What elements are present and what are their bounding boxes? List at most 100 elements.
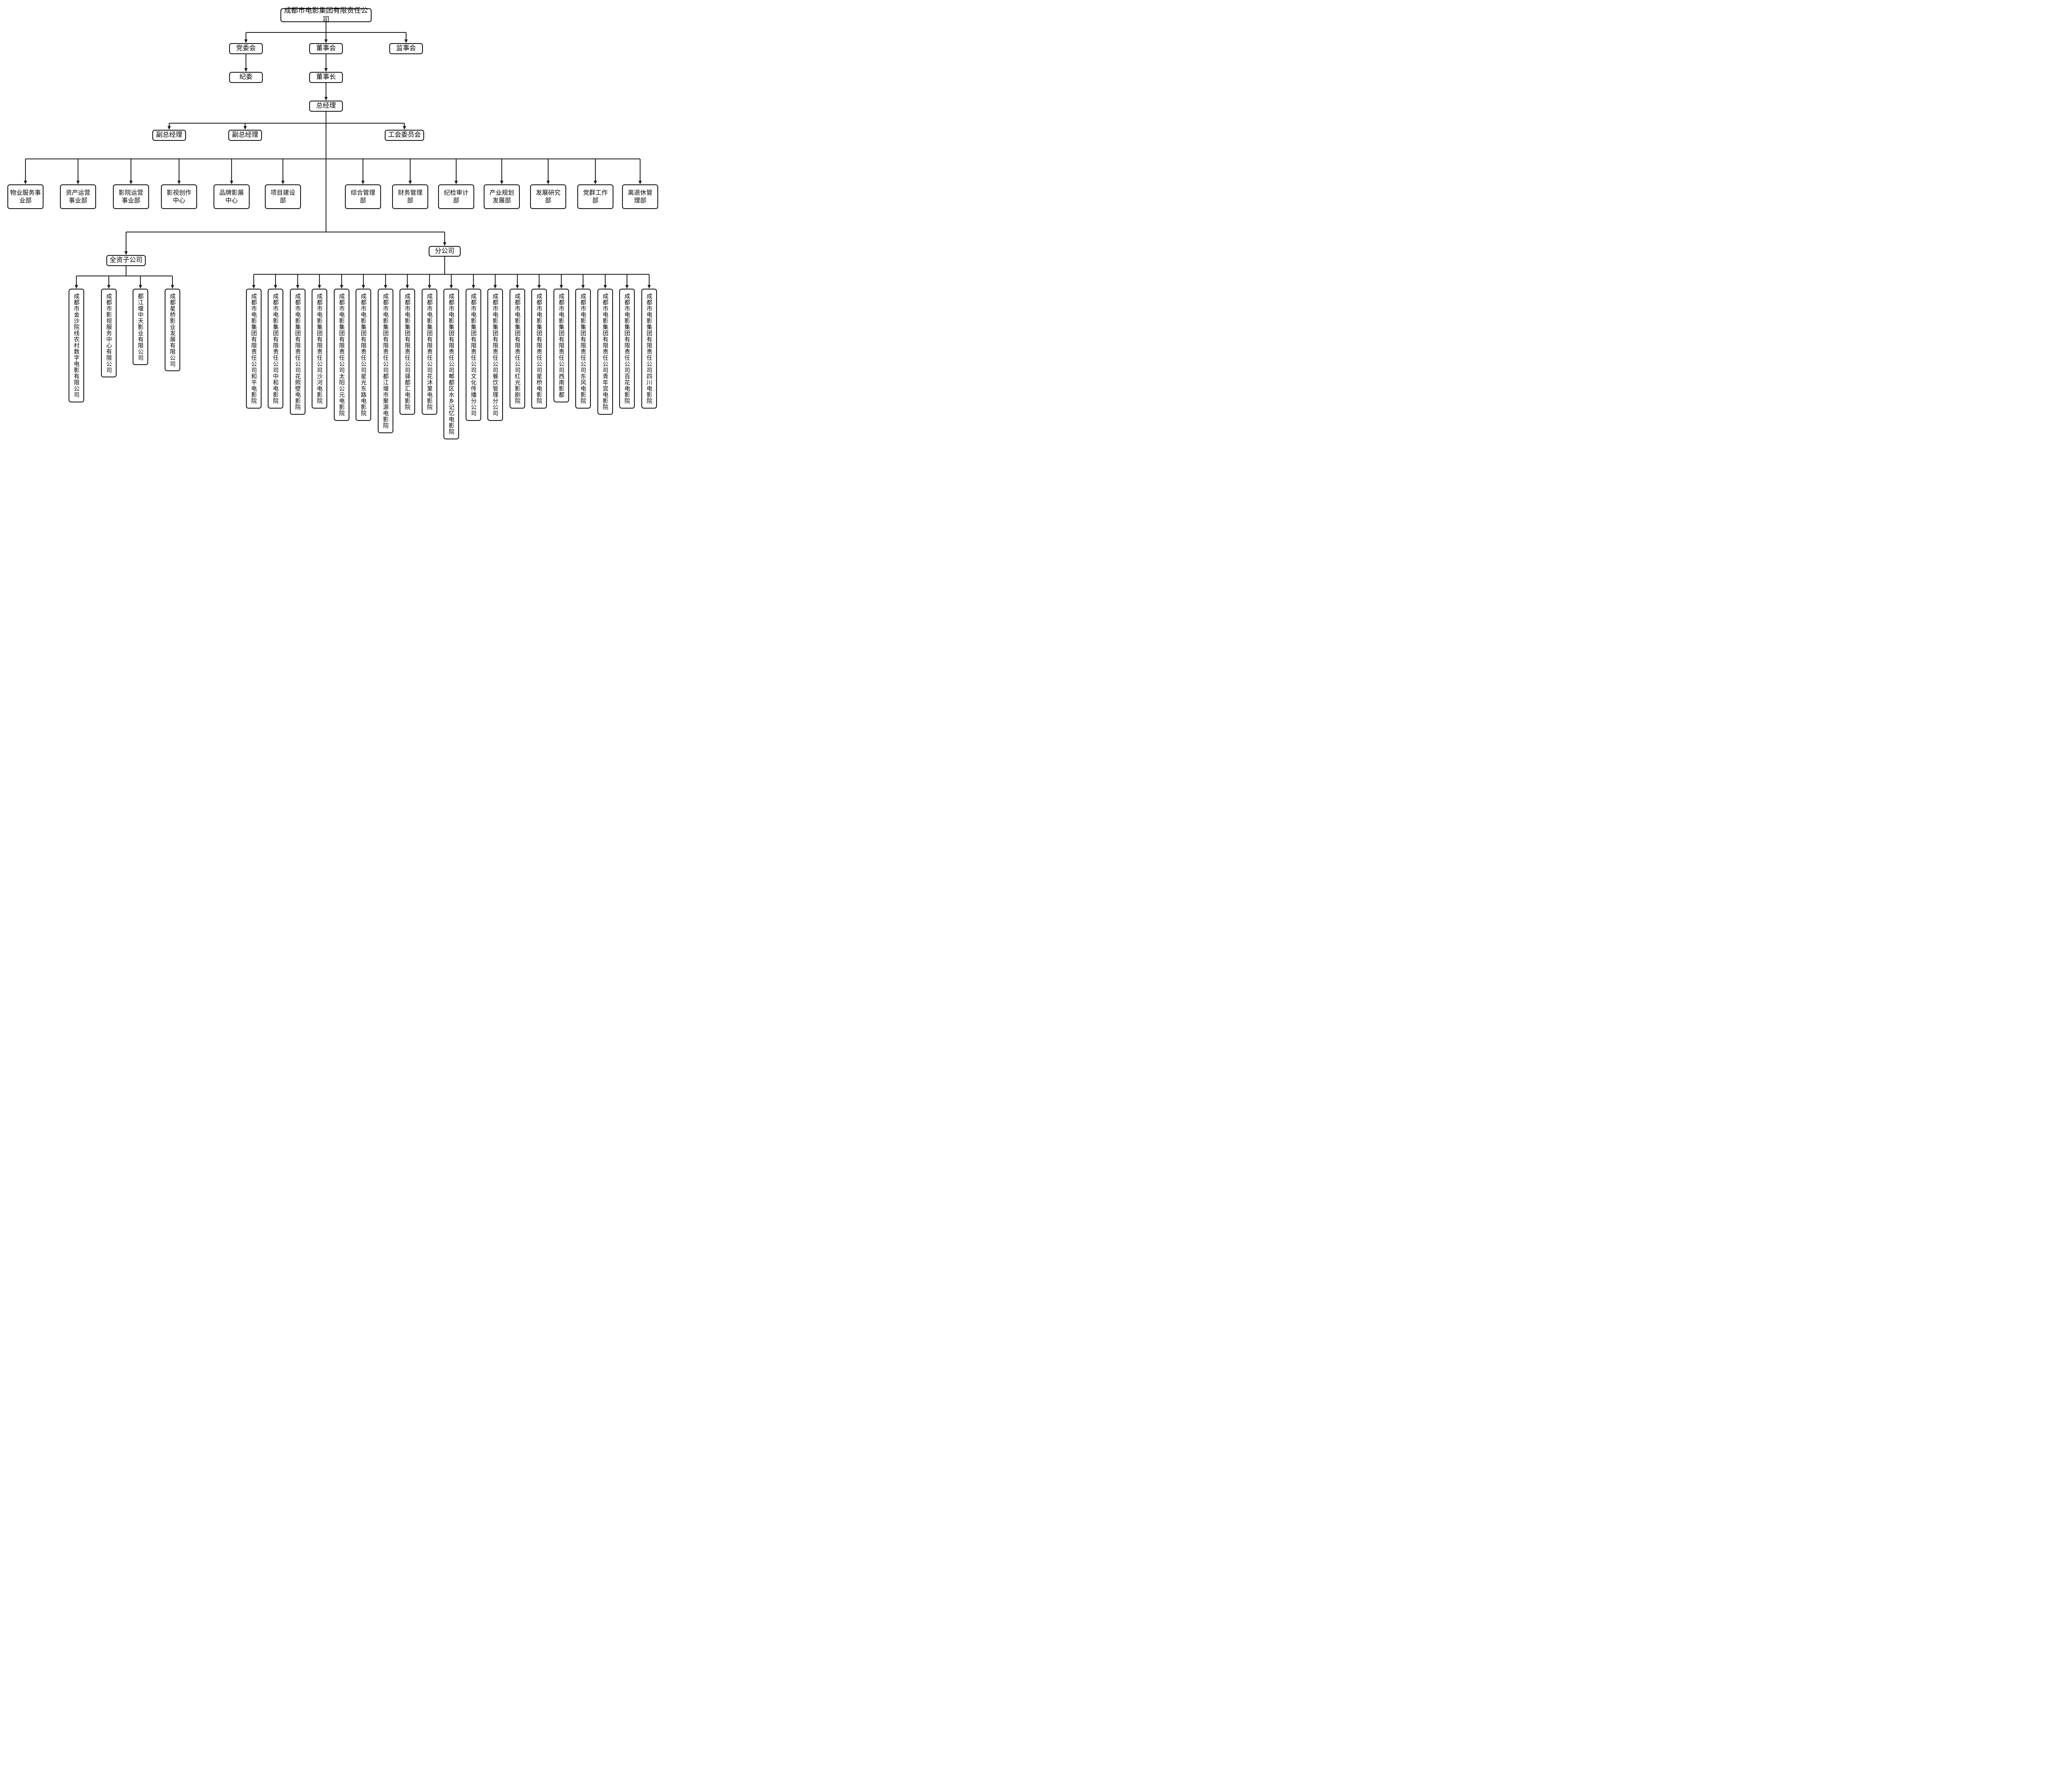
connector-line: [539, 274, 540, 285]
arrow-down-icon: [281, 181, 285, 184]
connector-line: [444, 232, 445, 242]
arrow-down-icon: [171, 285, 174, 289]
node-dept-film-tv-creation: 影视创作 中心: [161, 184, 197, 209]
arrow-down-icon: [107, 285, 110, 289]
connector-line: [108, 276, 109, 285]
connector-line: [640, 159, 641, 181]
arrow-down-icon: [324, 39, 328, 43]
node-branch-11: 成都市电影集团有限责任公司文化传播分公司: [466, 289, 481, 421]
arrow-down-icon: [428, 285, 431, 289]
node-branch-9: 成都市电影集团有限责任公司花沐里电影院: [422, 289, 437, 415]
connector-line: [169, 123, 404, 124]
connector-line: [649, 274, 650, 285]
arrow-down-icon: [139, 285, 142, 289]
connector-line: [231, 159, 232, 181]
arrow-down-icon: [252, 285, 255, 289]
node-branch-17: 成都市电影集团有限责任公司青年宫电影院: [597, 289, 613, 415]
node-general-manager: 总经理: [309, 101, 343, 112]
node-dept-brand-exhibition: 品牌影展 中心: [214, 184, 250, 209]
org-chart: 成都市电影集团有限责任公司 党委会 董事会 监事会 纪委 董事长 总经理 副总经…: [0, 0, 662, 452]
connector-line: [456, 159, 457, 181]
node-branch-2: 成都市电影集团有限责任公司中和电影院: [268, 289, 283, 409]
node-branch-7: 成都市电影集团有限责任公司都江堰市聚源电影院: [378, 289, 393, 433]
node-subsidiary-1: 成都市金沙院线农村数字电影有限公司: [69, 289, 84, 402]
connector-line: [140, 276, 141, 285]
arrow-down-icon: [324, 97, 328, 101]
connector-line: [561, 274, 562, 285]
connector-line: [444, 256, 445, 274]
connector-line: [429, 274, 430, 285]
node-labor-union-committee: 工会委员会: [385, 130, 424, 141]
arrow-down-icon: [244, 68, 248, 72]
connector-line: [254, 274, 649, 275]
node-wholly-owned-subsidiaries: 全资子公司: [106, 255, 146, 266]
arrow-down-icon: [594, 181, 597, 184]
node-branch-19: 成都市电影集团有限责任公司四川电影院: [641, 289, 657, 409]
connector-line: [319, 274, 320, 285]
connector-line: [363, 274, 364, 285]
arrow-down-icon: [318, 285, 321, 289]
arrow-down-icon: [296, 285, 299, 289]
node-discipline-committee: 纪委: [229, 72, 263, 83]
node-dept-general-management: 综合管理 部: [345, 184, 381, 209]
node-deputy-general-manager-1: 副总经理: [152, 130, 186, 141]
arrow-down-icon: [361, 181, 365, 184]
arrow-down-icon: [560, 285, 563, 289]
node-branch-companies: 分公司: [429, 246, 461, 257]
node-chairman: 董事长: [309, 72, 343, 83]
node-deputy-general-manager-2: 副总经理: [228, 130, 262, 141]
node-supervisory-board: 监事会: [389, 43, 423, 54]
arrow-down-icon: [547, 181, 550, 184]
connector-line: [253, 274, 254, 285]
connector-line: [172, 276, 173, 285]
arrow-down-icon: [500, 181, 503, 184]
node-branch-16: 成都市电影集团有限责任公司东风电影院: [575, 289, 591, 409]
arrow-down-icon: [455, 181, 458, 184]
connector-line: [275, 274, 276, 285]
node-subsidiary-3: 都江堰中天影业有限公司: [133, 289, 148, 365]
node-dept-cinema-operations: 影院运营 事业部: [113, 184, 149, 209]
arrow-down-icon: [443, 242, 446, 246]
node-branch-13: 成都市电影集团有限责任公司红光影剧院: [510, 289, 525, 409]
node-branch-1: 成都市电影集团有限责任公司和平电影院: [246, 289, 262, 409]
arrow-down-icon: [230, 181, 233, 184]
node-branch-6: 成都市电影集团有限责任公司星光东路电影院: [356, 289, 371, 421]
arrow-down-icon: [648, 285, 651, 289]
arrow-down-icon: [403, 126, 406, 130]
node-branch-8: 成都市电影集团有限责任公司驿都汇电影院: [400, 289, 415, 415]
arrow-down-icon: [450, 285, 453, 289]
arrow-down-icon: [406, 285, 409, 289]
node-dept-development-research: 发展研究 部: [530, 184, 566, 209]
arrow-down-icon: [244, 39, 248, 43]
node-branch-15: 成都市电影集团有限责任公司西南影都: [553, 289, 569, 402]
arrow-down-icon: [409, 181, 412, 184]
connector-line: [501, 159, 502, 181]
connector-line: [245, 123, 246, 126]
connector-line: [404, 123, 405, 126]
node-branch-14: 成都市电影集团有限责任公司星桥电影院: [531, 289, 547, 409]
connector-line: [473, 274, 474, 285]
node-branch-4: 成都市电影集团有限责任公司沙河电影院: [312, 289, 327, 409]
arrow-down-icon: [76, 181, 80, 184]
arrow-down-icon: [604, 285, 607, 289]
node-subsidiary-2: 成都市影视服务中心有限公司: [101, 289, 117, 377]
connector-line: [605, 274, 606, 285]
arrow-down-icon: [472, 285, 475, 289]
node-dept-retiree-management: 离退休管 理部: [622, 184, 658, 209]
connector-line: [548, 159, 549, 181]
node-dept-discipline-audit: 纪检审计 部: [438, 184, 474, 209]
node-dept-property-services: 物业服务事 业部: [7, 184, 44, 209]
connector-line: [76, 276, 77, 285]
arrow-down-icon: [581, 285, 585, 289]
node-branch-5: 成都市电影集团有限责任公司太阳公元电影院: [334, 289, 349, 421]
arrow-down-icon: [75, 285, 78, 289]
arrow-down-icon: [494, 285, 497, 289]
arrow-down-icon: [129, 181, 133, 184]
arrow-down-icon: [274, 285, 277, 289]
node-dept-party-mass-work: 党群工作 部: [577, 184, 613, 209]
node-dept-project-construction: 项目建设 部: [265, 184, 301, 209]
connector-line: [385, 274, 386, 285]
node-branch-10: 成都市电影集团有限责任公司郫都区水乡记忆电影院: [443, 289, 459, 439]
arrow-down-icon: [638, 181, 642, 184]
node-branch-18: 成都市电影集团有限责任公司百花电影院: [619, 289, 635, 409]
